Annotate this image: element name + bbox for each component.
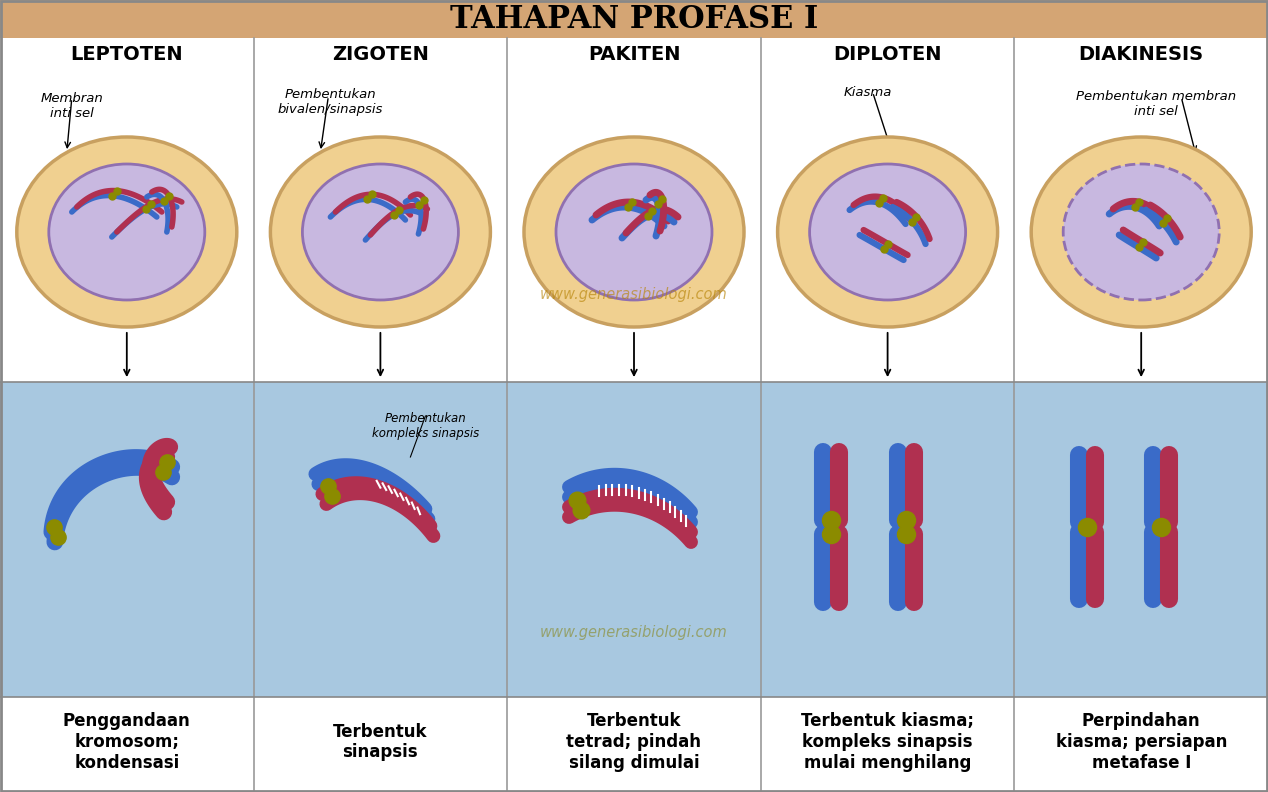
Text: Penggandaan
kromosom;
kondensasi: Penggandaan kromosom; kondensasi: [63, 712, 190, 771]
Ellipse shape: [524, 137, 744, 327]
Text: Terbentuk
sinapsis: Terbentuk sinapsis: [333, 722, 427, 761]
Bar: [0, 382, 1268, 697]
Ellipse shape: [809, 164, 966, 300]
Ellipse shape: [1063, 164, 1220, 300]
Text: PAKITEN: PAKITEN: [588, 44, 680, 63]
Text: LEPTOTEN: LEPTOTEN: [71, 44, 183, 63]
Text: www.generasibiologi.com: www.generasibiologi.com: [540, 625, 728, 639]
Text: Membran
inti sel: Membran inti sel: [41, 92, 103, 120]
Text: Kiasma: Kiasma: [843, 86, 891, 99]
Text: DIAKINESIS: DIAKINESIS: [1079, 44, 1203, 63]
Text: ZIGOTEN: ZIGOTEN: [332, 44, 429, 63]
Ellipse shape: [1031, 137, 1252, 327]
Bar: [0, 38, 1268, 382]
Text: DIPLOTEN: DIPLOTEN: [833, 44, 942, 63]
Ellipse shape: [270, 137, 491, 327]
Text: www.generasibiologi.com: www.generasibiologi.com: [540, 287, 728, 302]
Text: Pembentukan membran
inti sel: Pembentukan membran inti sel: [1077, 90, 1236, 118]
Text: TAHAPAN PROFASE I: TAHAPAN PROFASE I: [450, 3, 818, 35]
Ellipse shape: [555, 164, 713, 300]
Text: Perpindahan
kiasma; persiapan
metafase I: Perpindahan kiasma; persiapan metafase I: [1055, 712, 1227, 771]
Bar: [0, 0, 1268, 38]
Text: Terbentuk kiasma;
kompleks sinapsis
mulai menghilang: Terbentuk kiasma; kompleks sinapsis mula…: [801, 712, 974, 771]
Ellipse shape: [302, 164, 459, 300]
Ellipse shape: [48, 164, 205, 300]
Ellipse shape: [16, 137, 237, 327]
Ellipse shape: [777, 137, 998, 327]
Text: Terbentuk
tetrad; pindah
silang dimulai: Terbentuk tetrad; pindah silang dimulai: [567, 712, 701, 771]
Bar: [0, 697, 1268, 792]
Text: Pembentukan
kompleks sinapsis: Pembentukan kompleks sinapsis: [372, 412, 479, 440]
Text: Pembentukan
bivalen/sinapsis: Pembentukan bivalen/sinapsis: [278, 88, 383, 116]
